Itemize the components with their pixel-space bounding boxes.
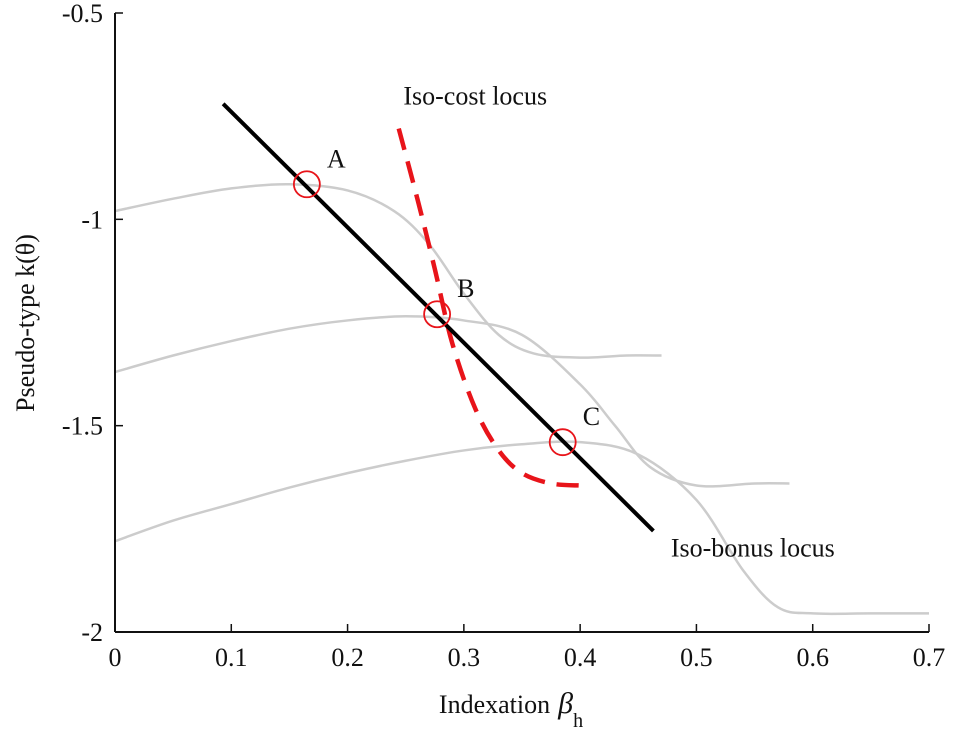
indifference-curve-lower (114, 440, 929, 616)
x-axis-title-subscript: h (573, 710, 583, 732)
point-marker-b (423, 300, 452, 329)
x-tick-label: 0.2 (331, 643, 364, 672)
point-label-c: C (583, 402, 600, 431)
x-axis-title: Indexation βh (439, 687, 583, 732)
y-tick-label: -1 (81, 205, 103, 234)
x-tick-label: 0.3 (448, 643, 481, 672)
iso-cost-locus-line (396, 127, 581, 488)
iso-bonus-locus-line (221, 102, 655, 533)
y-ticks: -0.5 -1 -1.5 -2 (62, 0, 123, 647)
point-marker-a (292, 170, 321, 199)
x-axis-title-symbol: β (557, 687, 573, 720)
x-axis-title-text: Indexation (439, 690, 550, 719)
points-layer (292, 170, 577, 457)
curves-layer (114, 102, 929, 616)
annotations-layer: A B C Iso-cost locus Iso-bonus locus (327, 82, 835, 563)
x-tick-label: 0.1 (215, 643, 248, 672)
x-tick-label: 0.7 (913, 643, 946, 672)
iso-bonus-label: Iso-bonus locus (671, 533, 835, 562)
y-tick-label: -0.5 (62, 0, 103, 28)
x-tick-label: 0.6 (796, 643, 829, 672)
x-tick-label: 0.5 (680, 643, 713, 672)
point-label-b: B (457, 274, 474, 303)
x-tick-label: 0 (109, 643, 122, 672)
indifference-curve-upper (114, 182, 662, 359)
indifference-curve-middle (114, 315, 790, 488)
y-tick-label: -1.5 (62, 412, 103, 441)
y-axis-title: Pseudo-type k(θ) (11, 234, 40, 412)
point-marker-c (548, 428, 577, 457)
y-tick-label: -2 (81, 618, 103, 647)
axes: 0 0.1 0.2 0.3 0.4 0.5 0.6 0.7 -0.5 -1 -1.5 -2 (62, 0, 945, 672)
x-tick-label: 0.4 (564, 643, 597, 672)
point-label-a: A (327, 144, 346, 173)
iso-cost-label: Iso-cost locus (403, 82, 547, 111)
x-ticks: 0 0.1 0.2 0.3 0.4 0.5 0.6 0.7 (109, 624, 946, 672)
